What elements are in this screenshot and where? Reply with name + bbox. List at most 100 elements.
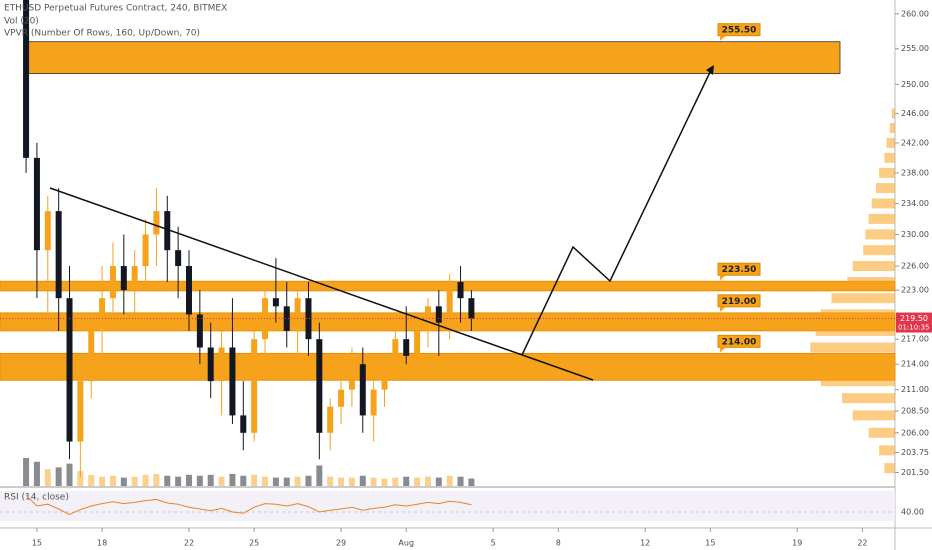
zone-label-box <box>717 294 761 308</box>
zone-label: 223.50 <box>722 265 757 275</box>
zone-label-box <box>717 23 761 37</box>
zone-label-tail <box>720 275 726 281</box>
profile-bar <box>875 183 895 194</box>
y-tick-label: 260.00 <box>901 9 929 18</box>
profile-bar <box>889 123 895 134</box>
y-tick-label: 242.00 <box>901 138 929 147</box>
candle-body <box>207 347 214 382</box>
volume-bar <box>359 475 366 486</box>
candle-body <box>359 364 366 416</box>
volume-bar <box>468 478 475 486</box>
candle-body <box>251 339 258 433</box>
volume-bar <box>175 476 182 486</box>
volume-bar <box>338 477 345 486</box>
volume-bar <box>446 475 453 486</box>
profile-bar <box>884 463 895 474</box>
profile-bar <box>847 277 895 288</box>
volume-bar <box>99 476 106 486</box>
volume-bar <box>262 476 269 486</box>
candle-body <box>218 347 225 382</box>
zone-label: 219.00 <box>722 297 757 307</box>
volume-bar <box>294 476 301 486</box>
profile-bar <box>815 325 895 336</box>
volume-bar <box>240 475 247 486</box>
y-tick-label: 230.00 <box>901 230 929 239</box>
y-tick-label: 250.00 <box>901 80 929 89</box>
candle-body <box>435 306 442 323</box>
volume-bar <box>305 475 312 486</box>
x-tick-label: 5 <box>491 539 496 548</box>
volume-bar <box>142 474 149 486</box>
candle-body <box>414 330 421 356</box>
candle-body <box>240 415 247 433</box>
symbol: ETHUSD Perpetual Futures Contract, 240, … <box>4 4 227 14</box>
volume-bar <box>185 474 192 486</box>
candle-body <box>457 282 464 299</box>
zone-label: 214.00 <box>722 337 757 347</box>
zone <box>24 41 841 75</box>
volume-bar <box>23 458 30 486</box>
candle-body <box>305 298 312 340</box>
candle-body <box>120 266 127 291</box>
candle-body <box>262 298 269 340</box>
x-tick-label: 15 <box>32 539 42 548</box>
candle-body <box>175 250 182 267</box>
candle-body <box>348 364 355 390</box>
profile-bar <box>831 293 895 304</box>
volume-bar <box>392 477 399 486</box>
candle-body <box>77 381 84 442</box>
zone-label-tail <box>720 35 726 41</box>
x-tick-label: 12 <box>640 539 650 548</box>
profile-bar <box>865 229 895 240</box>
x-tick-label: 8 <box>556 539 561 548</box>
profile-bar <box>871 198 895 209</box>
profile-bar <box>879 445 895 456</box>
volume-bar <box>370 477 377 486</box>
last-price-box <box>896 312 932 333</box>
volume-bar <box>327 476 334 486</box>
vpvr-label: VPVR (Number Of Rows, 160, Up/Down, 70) <box>4 29 200 39</box>
volume-bar <box>229 473 236 486</box>
profile-bar <box>884 152 895 163</box>
x-tick-label: 19 <box>792 539 802 548</box>
volume-bar <box>283 477 290 486</box>
candle-body <box>99 298 106 331</box>
profile-bar <box>852 410 895 421</box>
volume-bar <box>153 473 160 486</box>
trend-line <box>49 187 594 381</box>
zone-label: 255.50 <box>722 26 757 36</box>
volume-bar <box>109 475 116 486</box>
x-tick-label: Aug <box>398 539 414 548</box>
y-tick-label: 255.00 <box>901 44 929 53</box>
y-tick-label: 246.00 <box>901 109 929 118</box>
candle-body <box>23 0 30 158</box>
volume-bar <box>77 471 84 486</box>
y-tick-label: 201.50 <box>901 468 929 477</box>
arrow-head <box>706 65 714 75</box>
candle-body <box>338 389 345 407</box>
volume-bar <box>435 477 442 486</box>
volume-bar <box>316 465 323 486</box>
volume-bar <box>414 477 421 486</box>
volume-bar <box>218 476 225 486</box>
candle-body <box>131 266 138 291</box>
candle-body <box>424 306 431 331</box>
countdown: 01:10:35 <box>898 324 929 332</box>
rsi-tick-label: 40.00 <box>901 508 924 517</box>
y-tick-label: 238.00 <box>901 168 929 177</box>
candle-body <box>142 234 149 267</box>
x-tick-label: 22 <box>857 539 867 548</box>
candle-body <box>316 339 323 433</box>
volume-bar <box>424 476 431 486</box>
volume-bar <box>131 476 138 486</box>
rsi-band <box>0 491 895 521</box>
zone-label-tail <box>720 306 726 312</box>
candle-body <box>185 266 192 315</box>
profile-bar <box>868 427 895 438</box>
volume-bar <box>272 477 279 486</box>
y-tick-label: 203.75 <box>901 448 929 457</box>
candle-body <box>381 372 388 390</box>
volume-bar <box>33 461 40 486</box>
